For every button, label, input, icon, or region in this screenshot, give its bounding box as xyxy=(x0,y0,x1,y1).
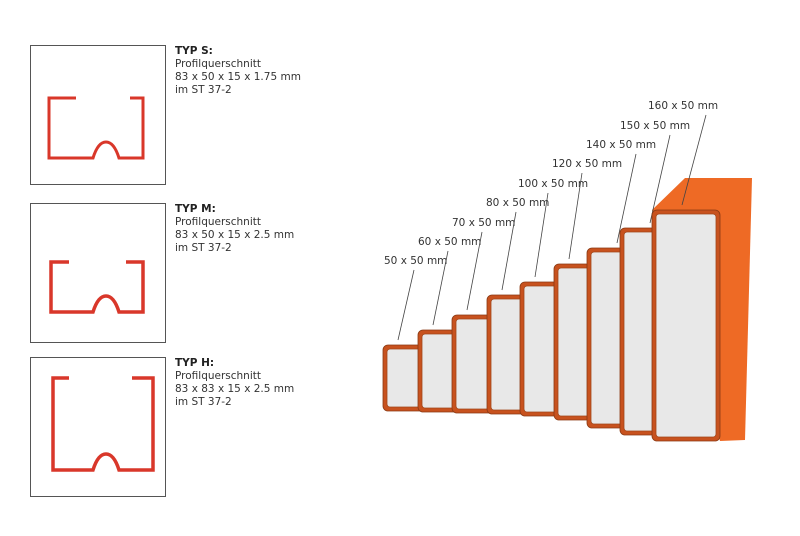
profile-title: TYP H: xyxy=(175,357,215,369)
profile-desc-typ-h: TYP H: Profilquerschnitt 83 x 83 x 15 x … xyxy=(175,357,294,409)
tube-inner-face xyxy=(655,213,717,438)
profile-line: 83 x 83 x 15 x 2.5 mm xyxy=(175,383,295,395)
tube-size-label: 70 x 50 mm xyxy=(452,217,515,229)
profile-line: 83 x 50 x 15 x 2.5 mm xyxy=(175,229,295,241)
tube-size-label: 60 x 50 mm xyxy=(418,236,481,248)
profile-s-shape xyxy=(47,96,145,160)
profile-line: Profilquerschnitt xyxy=(175,58,261,70)
profile-line: im ST 37-2 xyxy=(175,396,232,408)
tube-size-label: 120 x 50 mm xyxy=(552,158,622,170)
leader-line xyxy=(501,211,517,291)
leader-line xyxy=(568,172,583,260)
profile-desc-typ-m: TYP M: Profilquerschnitt 83 x 50 x 15 x … xyxy=(175,203,294,255)
profile-box-typ-s xyxy=(30,45,166,185)
profile-title: TYP S: xyxy=(175,45,213,57)
leader-line xyxy=(649,134,671,224)
leader-line xyxy=(534,192,549,278)
profile-desc-typ-s: TYP S: Profilquerschnitt 83 x 50 x 15 x … xyxy=(175,45,301,97)
leader-line xyxy=(432,250,449,326)
profile-box-typ-m xyxy=(30,203,166,343)
tube-size-label: 140 x 50 mm xyxy=(586,139,656,151)
tube-size-label: 160 x 50 mm xyxy=(648,100,718,112)
leader-line xyxy=(466,231,483,311)
leader-line xyxy=(681,114,707,206)
profile-line: im ST 37-2 xyxy=(175,84,232,96)
profile-line: Profilquerschnitt xyxy=(175,216,261,228)
profile-m-shape xyxy=(49,260,145,314)
tube-size-label: 100 x 50 mm xyxy=(518,178,588,190)
tube-size-label: 50 x 50 mm xyxy=(384,255,447,267)
profile-box-typ-h xyxy=(30,357,166,497)
profile-h-shape xyxy=(51,376,155,472)
leader-line xyxy=(397,269,415,341)
tube-size-label: 80 x 50 mm xyxy=(486,197,549,209)
leader-line xyxy=(616,153,637,244)
profile-title: TYP M: xyxy=(175,203,216,215)
profile-line: im ST 37-2 xyxy=(175,242,232,254)
profile-line: Profilquerschnitt xyxy=(175,370,261,382)
tube-size-label: 150 x 50 mm xyxy=(620,120,690,132)
profile-line: 83 x 50 x 15 x 1.75 mm xyxy=(175,71,301,83)
